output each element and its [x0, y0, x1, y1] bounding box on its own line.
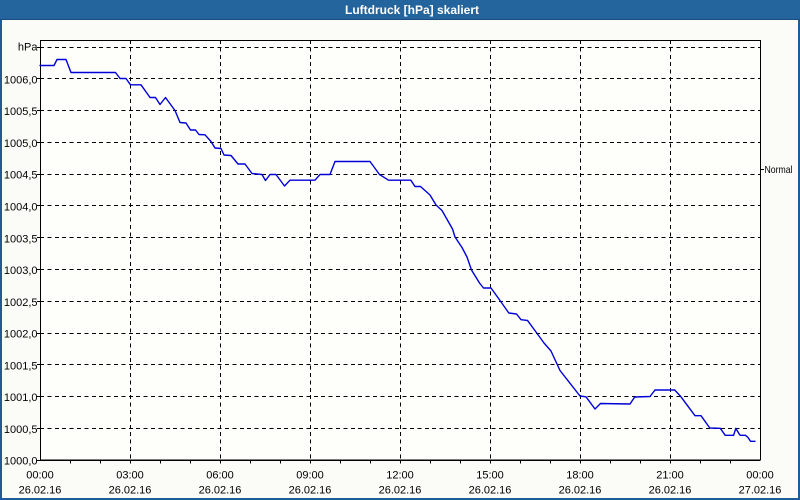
svg-text:26.02.16: 26.02.16 [109, 485, 152, 497]
svg-text:1006,0: 1006,0 [4, 74, 38, 86]
svg-text:1004,5: 1004,5 [4, 170, 38, 182]
svg-text:00:00: 00:00 [26, 469, 54, 481]
svg-text:1004,0: 1004,0 [4, 202, 38, 214]
svg-text:1001,0: 1001,0 [4, 392, 38, 404]
svg-text:18:00: 18:00 [566, 469, 594, 481]
svg-text:hPa: hPa [18, 42, 38, 54]
svg-text:1002,0: 1002,0 [4, 329, 38, 341]
svg-text:1002,5: 1002,5 [4, 297, 38, 309]
svg-text:26.02.16: 26.02.16 [469, 485, 512, 497]
svg-text:26.02.16: 26.02.16 [649, 485, 692, 497]
svg-text:1000,5: 1000,5 [4, 424, 38, 436]
svg-text:1003,0: 1003,0 [4, 265, 38, 277]
svg-text:26.02.16: 26.02.16 [199, 485, 242, 497]
svg-text:26.02.16: 26.02.16 [289, 485, 332, 497]
svg-text:1001,5: 1001,5 [4, 360, 38, 372]
svg-text:27.02.16: 27.02.16 [739, 485, 782, 497]
svg-text:Normal: Normal [765, 164, 793, 176]
svg-text:15:00: 15:00 [476, 469, 504, 481]
svg-text:1005,0: 1005,0 [4, 138, 38, 150]
svg-text:1000,0: 1000,0 [4, 456, 38, 468]
svg-text:00:00: 00:00 [746, 469, 774, 481]
svg-text:26.02.16: 26.02.16 [19, 485, 62, 497]
svg-text:09:00: 09:00 [296, 469, 324, 481]
svg-text:12:00: 12:00 [386, 469, 414, 481]
svg-text:06:00: 06:00 [206, 469, 234, 481]
svg-text:03:00: 03:00 [116, 469, 144, 481]
svg-text:26.02.16: 26.02.16 [379, 485, 422, 497]
svg-text:1003,5: 1003,5 [4, 233, 38, 245]
svg-text:1005,5: 1005,5 [4, 106, 38, 118]
svg-text:Luftdruck [hPa] skaliert: Luftdruck [hPa] skaliert [345, 3, 479, 17]
svg-text:26.02.16: 26.02.16 [559, 485, 602, 497]
svg-text:21:00: 21:00 [656, 469, 684, 481]
